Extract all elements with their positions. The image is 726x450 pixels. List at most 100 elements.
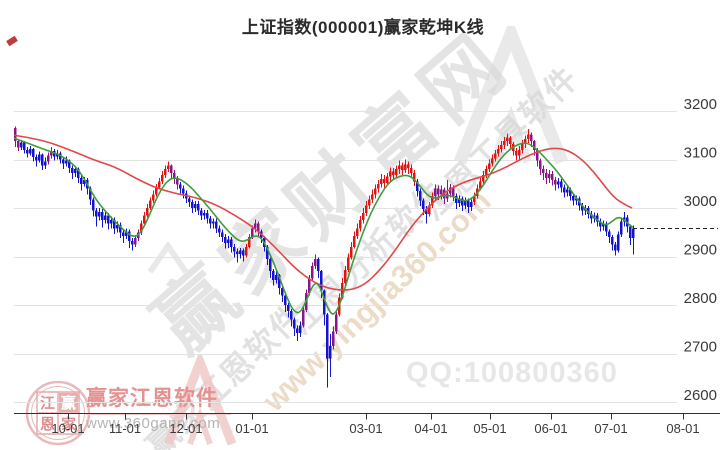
footer-brand-text: 赢家江恩软件 <box>86 387 218 410</box>
candle <box>407 164 410 169</box>
candle <box>503 141 506 145</box>
candle <box>131 240 134 245</box>
candle <box>191 202 194 208</box>
candle <box>32 148 35 158</box>
candle <box>359 220 362 229</box>
candle <box>497 148 500 154</box>
candle <box>587 208 590 214</box>
candle <box>362 212 365 221</box>
candle <box>488 163 491 170</box>
candle <box>410 168 413 174</box>
candle <box>620 221 623 235</box>
candle <box>152 194 155 201</box>
candle <box>194 204 197 208</box>
candle <box>608 231 611 238</box>
candle <box>59 153 62 160</box>
candle <box>506 137 509 142</box>
candle <box>158 181 161 188</box>
candle <box>215 221 218 229</box>
candle <box>314 258 317 267</box>
candle <box>209 218 212 224</box>
candle <box>266 246 269 259</box>
y-axis-label: 2900 <box>684 242 717 259</box>
y-axis-label: 3000 <box>684 193 717 210</box>
y-axis-labels: 3200 3100 3000 2900 2800 2700 2600 <box>684 96 717 404</box>
candle <box>383 178 386 183</box>
candle <box>530 134 533 142</box>
candle <box>440 189 443 195</box>
candle <box>80 177 83 184</box>
candle <box>257 223 260 232</box>
candle <box>14 127 17 142</box>
y-axis-label: 3200 <box>684 96 717 113</box>
candle <box>470 202 473 208</box>
candle <box>218 228 221 233</box>
candle <box>179 184 182 189</box>
candle <box>224 237 227 243</box>
candle <box>143 215 146 224</box>
candle <box>449 187 452 194</box>
chart-title: 上证指数(000001)赢家乾坤K线 <box>241 18 485 37</box>
candle <box>629 226 632 239</box>
candle <box>548 174 551 178</box>
candle <box>632 228 635 239</box>
candle <box>617 234 620 251</box>
candle <box>26 149 29 154</box>
candle <box>554 179 557 185</box>
candle <box>230 239 233 247</box>
candle <box>290 310 293 320</box>
candle <box>134 238 137 245</box>
candle <box>74 169 77 174</box>
candle <box>461 198 464 206</box>
candle <box>233 246 236 252</box>
candle <box>416 181 419 192</box>
candle <box>374 188 377 195</box>
candle <box>278 274 281 289</box>
candle <box>467 200 470 208</box>
candle <box>161 175 164 182</box>
candle <box>164 169 167 176</box>
candle <box>272 271 275 280</box>
candle <box>395 169 398 176</box>
candle <box>68 160 71 169</box>
candle <box>281 288 284 296</box>
y-axis-label: 2800 <box>684 290 717 307</box>
candle <box>419 191 422 201</box>
candle <box>437 188 440 195</box>
candle <box>326 314 329 359</box>
candle <box>182 188 185 194</box>
candle <box>83 179 86 184</box>
candle <box>287 305 290 311</box>
candle <box>200 210 203 216</box>
candle <box>95 210 98 217</box>
candle <box>494 153 497 159</box>
candle <box>335 314 338 332</box>
candle <box>404 164 407 171</box>
candle <box>41 154 44 166</box>
candle <box>203 212 206 216</box>
candle <box>197 204 200 211</box>
candle <box>119 224 122 233</box>
candle <box>575 198 578 201</box>
y-axis-label: 2600 <box>684 387 717 404</box>
candle <box>77 169 80 178</box>
candle <box>596 215 599 222</box>
candle <box>611 237 614 245</box>
candle <box>551 174 554 180</box>
candle <box>44 161 47 166</box>
candle <box>113 220 116 229</box>
candle <box>170 165 173 174</box>
candle <box>317 258 320 272</box>
candle <box>389 171 392 177</box>
candle <box>386 176 389 183</box>
candle <box>104 215 107 221</box>
candle <box>428 205 431 214</box>
candle <box>425 208 428 214</box>
candle <box>107 215 110 224</box>
candle <box>62 159 65 164</box>
candle <box>269 258 272 272</box>
candle <box>188 198 191 203</box>
candle <box>299 325 302 334</box>
